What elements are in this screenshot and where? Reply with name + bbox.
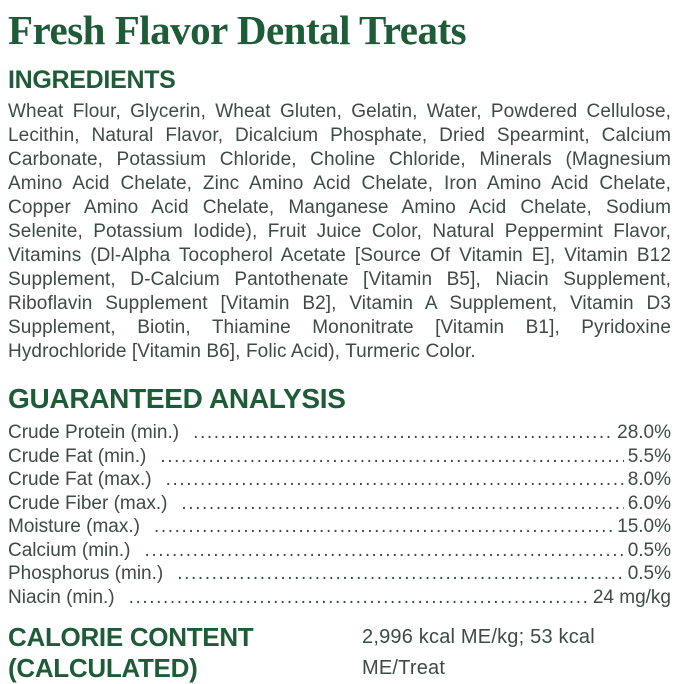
ingredients-paragraph: Wheat Flour, Glycerin, Wheat Gluten, Gel… (8, 101, 671, 362)
dot-leader (129, 586, 589, 610)
analysis-label: Crude Protein (min.) (8, 422, 180, 443)
guaranteed-analysis-table: Crude Protein (min.)28.0%Crude Fat (min.… (8, 421, 671, 609)
calorie-content-value: 2,996 kcal ME/kg; 53 kcal ME/Treat (362, 626, 595, 679)
ingredients-heading: INGREDIENTS (8, 66, 176, 94)
analysis-value: 28.0% (617, 422, 671, 443)
analysis-value: 0.5% (627, 563, 671, 584)
dot-leader (193, 421, 613, 445)
dot-leader (177, 562, 623, 586)
table-row: Crude Protein (min.) 28.0% (8, 421, 671, 445)
analysis-value: 15.0% (617, 516, 671, 537)
analysis-value: 5.5% (627, 445, 671, 467)
analysis-label: Crude Fat (max.) (8, 469, 152, 490)
dot-leader (181, 492, 623, 516)
dot-leader (160, 445, 623, 469)
dot-leader (144, 539, 623, 563)
page-title: Fresh Flavor Dental Treats (8, 7, 467, 53)
dot-leader (166, 468, 624, 492)
table-row: Crude Fat (max.) 8.0% (8, 468, 671, 492)
dot-leader (154, 515, 613, 539)
analysis-value: 0.5% (627, 539, 671, 561)
analysis-label: Crude Fat (min.) (8, 445, 147, 467)
table-row: Phosphorus (min.) 0.5% (8, 562, 671, 586)
analysis-label: Niacin (min.) (8, 586, 115, 608)
guaranteed-analysis-heading: GUARANTEED ANALYSIS (8, 383, 346, 414)
table-row: Niacin (min.) 24 mg/kg (8, 586, 671, 610)
analysis-label: Crude Fiber (max.) (8, 492, 168, 514)
analysis-label: Calcium (min.) (8, 539, 131, 561)
calorie-content-heading-line1: CALORIE CONTENT (8, 622, 254, 652)
table-row: Calcium (min.) 0.5% (8, 539, 671, 563)
analysis-label: Moisture (max.) (8, 516, 140, 537)
table-row: Crude Fat (min.) 5.5% (8, 445, 671, 469)
analysis-label: Phosphorus (min.) (8, 563, 164, 584)
calorie-content-heading: CALORIE CONTENT (CALCULATED) (8, 622, 362, 684)
analysis-value: 6.0% (627, 492, 671, 514)
analysis-value: 8.0% (627, 469, 671, 490)
table-row: Moisture (max.) 15.0% (8, 515, 671, 539)
analysis-value: 24 mg/kg (592, 586, 671, 608)
table-row: Crude Fiber (max.) 6.0% (8, 492, 671, 516)
calorie-content-section: CALORIE CONTENT (CALCULATED) 2,996 kcal … (8, 622, 671, 684)
calorie-content-heading-line2: (CALCULATED) (8, 653, 198, 683)
